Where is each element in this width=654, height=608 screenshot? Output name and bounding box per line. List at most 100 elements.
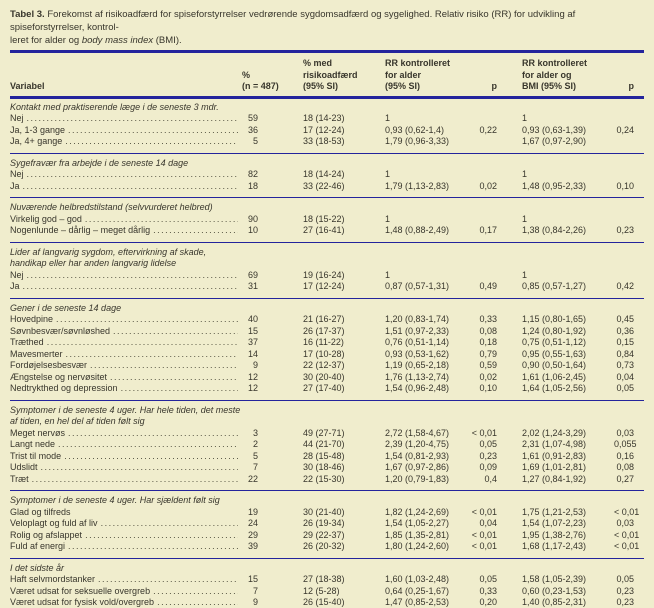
cell-p-bmi xyxy=(614,214,644,226)
row-label: Trist til mode xyxy=(10,450,62,461)
table-section: Kontakt med praktiserende læge i de sene… xyxy=(10,100,644,150)
cell-variabel: Virkelig god – god......................… xyxy=(10,214,242,226)
table-row: Fordøjelsesbesvær.......................… xyxy=(10,360,644,372)
cell-rr-age: 1,20 (0,79-1,83) xyxy=(385,473,450,484)
cell-rr-bmi: 1,58 (1,05-2,39) xyxy=(522,574,587,584)
cell-rr-bmi: 1,64 (1,05-2,56) xyxy=(522,383,587,393)
cell-p-bmi: 0,055 xyxy=(614,439,637,449)
cell-rr-bmi: 0,85 (0,57-1,27) xyxy=(522,281,587,291)
header-p-age: p xyxy=(491,81,498,91)
cell-rr-age: 1,67 (0,97-2,86) xyxy=(385,462,450,472)
cell-risk: 26 (20-32) xyxy=(303,541,345,551)
table-row: Søvnbesvær/søvnløshed...................… xyxy=(10,326,644,338)
cell-risk: 30 (21-40) xyxy=(303,506,345,517)
cell-variabel: Fuld af energi..........................… xyxy=(10,541,242,553)
dot-leader: ........................................… xyxy=(110,371,238,382)
cell-rr-age: 1 xyxy=(385,213,391,224)
cell-p-age: 0,18 xyxy=(479,337,497,347)
cell-rr-age: 0,93 (0,62-1,4) xyxy=(385,124,445,135)
cell-p-bmi: 0,23 xyxy=(616,585,634,596)
cell-rr-bmi: 1,40 (0,85-2,31) xyxy=(522,597,587,607)
dot-leader: ........................................… xyxy=(40,462,238,472)
table-row: Ja, 1-3 gange...........................… xyxy=(10,125,644,137)
table-section: Symptomer i de seneste 4 uger. Har sjæld… xyxy=(10,493,644,555)
dot-leader: ........................................… xyxy=(65,348,238,359)
dot-leader: ........................................… xyxy=(84,213,238,224)
cell-p-age: < 0,01 xyxy=(471,541,497,551)
cell-p-age: 0,04 xyxy=(479,518,497,528)
cell-p-bmi: 0,73 xyxy=(616,360,634,370)
cell-p-bmi: 0,24 xyxy=(616,124,634,135)
cell-rr-age: 1,60 (1,03-2,48) xyxy=(385,574,450,584)
dot-leader: ........................................… xyxy=(68,124,238,135)
cell-risk: 33 (18-53) xyxy=(303,136,345,146)
cell-p-bmi: 0,23 xyxy=(616,597,634,607)
cell-variabel: Hovedpine...............................… xyxy=(10,314,242,326)
cell-risk: 19 (16-24) xyxy=(303,269,345,280)
cell-rr-bmi: 1,68 (1,17-2,43) xyxy=(522,541,587,551)
section-divider-rule xyxy=(10,241,644,243)
cell-p-age xyxy=(458,214,497,226)
table-row: Glad og tilfreds 19 30 (21-40) 1,82 (1,24-2… xyxy=(10,507,644,519)
table-section: Gener i de seneste 14 dage Hovedpine.....… xyxy=(10,301,644,397)
cell-rr-bmi: 1,27 (0,84-1,92) xyxy=(522,473,587,484)
table-section: I det sidste år Haft selvmordstanker.....… xyxy=(10,561,644,608)
cell-variabel: Søvnbesvær/søvnløshed...................… xyxy=(10,326,242,338)
cell-variabel: Nej.....................................… xyxy=(10,169,242,181)
cell-p-age xyxy=(458,270,497,282)
cell-p-age: 0,02 xyxy=(479,180,497,191)
table-row: Træthed.................................… xyxy=(10,337,644,349)
table-row: Fuld af energi..........................… xyxy=(10,541,644,553)
cell-pct: 7 xyxy=(252,462,258,472)
row-label: Ja, 1-3 gange xyxy=(10,124,66,135)
cell-p-bmi: 0,08 xyxy=(616,462,634,472)
section-heading: Symptomer i de seneste 4 uger. Har hele … xyxy=(10,404,241,415)
cell-p-bmi: 0,23 xyxy=(616,225,634,235)
dot-leader: ........................................… xyxy=(157,597,238,607)
cell-rr-bmi: 1,38 (0,84-2,26) xyxy=(522,225,587,235)
row-label: Nogenlunde – dårlig – meget dårlig xyxy=(10,225,151,235)
dot-leader: ........................................… xyxy=(113,325,238,336)
cell-p-bmi: 0,16 xyxy=(616,450,634,461)
dot-leader: ........................................… xyxy=(64,450,238,461)
cell-risk: 17 (10-28) xyxy=(303,348,345,359)
cell-pct: 12 xyxy=(247,383,258,393)
cell-rr-bmi: 0,95 (0,55-1,63) xyxy=(522,348,587,359)
cell-risk: 18 (15-22) xyxy=(303,213,345,224)
table-row: Træt....................................… xyxy=(10,474,644,486)
dot-leader: ........................................… xyxy=(120,383,238,393)
cell-variabel: Været udsat for fysisk vold/overgreb....… xyxy=(10,597,242,608)
cell-rr-age: 1,54 (0,81-2,93) xyxy=(385,450,450,461)
section-heading: I det sidste år xyxy=(10,562,65,573)
cell-rr-age: 2,39 (1,20-4,75) xyxy=(385,439,450,449)
cell-rr-bmi: 0,75 (0,51-1,12) xyxy=(522,337,587,347)
section-heading: handikap eller har anden langvarig lidel… xyxy=(10,258,177,268)
header-risk: % med risikoadfærd (95% SI) xyxy=(303,58,358,91)
table-row: Været udsat for fysisk vold/overgreb....… xyxy=(10,597,644,608)
dot-leader: ........................................… xyxy=(31,473,238,484)
cell-p-age: 0,4 xyxy=(484,473,497,484)
cell-risk: 22 (15-30) xyxy=(303,473,345,484)
table-row: Ja, 4+ gange............................… xyxy=(10,136,644,148)
table-row: Ja......................................… xyxy=(10,281,644,293)
cell-rr-age: 1 xyxy=(385,269,391,280)
header-rr-bmi: RR kontrolleret for alder og BMI (95% SI… xyxy=(522,58,588,91)
row-label: Ja xyxy=(10,281,20,291)
section-heading: Lider af langvarig sygdom, eftervirkning… xyxy=(10,246,207,257)
table-body: Kontakt med praktiserende læge i de sene… xyxy=(10,100,644,608)
cell-pct: 5 xyxy=(252,136,258,146)
cell-p-age: 0,02 xyxy=(479,371,497,382)
cell-rr-bmi: 0,90 (0,50-1,64) xyxy=(522,360,587,370)
section-heading: af tiden, en hel del af tiden følt sig xyxy=(10,416,145,426)
dot-leader: ........................................… xyxy=(46,337,238,347)
cell-rr-age: 0,87 (0,57-1,31) xyxy=(385,281,450,291)
cell-variabel: Nogenlunde – dårlig – meget dårlig......… xyxy=(10,225,242,237)
cell-p-bmi: 0,36 xyxy=(616,325,634,336)
cell-rr-age: 1,48 (0,88-2,49) xyxy=(385,225,450,235)
cell-p-bmi xyxy=(614,136,644,148)
cell-pct: 22 xyxy=(247,473,258,484)
dot-leader: ........................................… xyxy=(58,439,238,449)
cell-variabel: Nedtrykthed og depression...............… xyxy=(10,383,242,395)
section-heading: Kontakt med praktiserende læge i de sene… xyxy=(10,101,219,112)
cell-variabel: Meget nervøs............................… xyxy=(10,428,242,440)
